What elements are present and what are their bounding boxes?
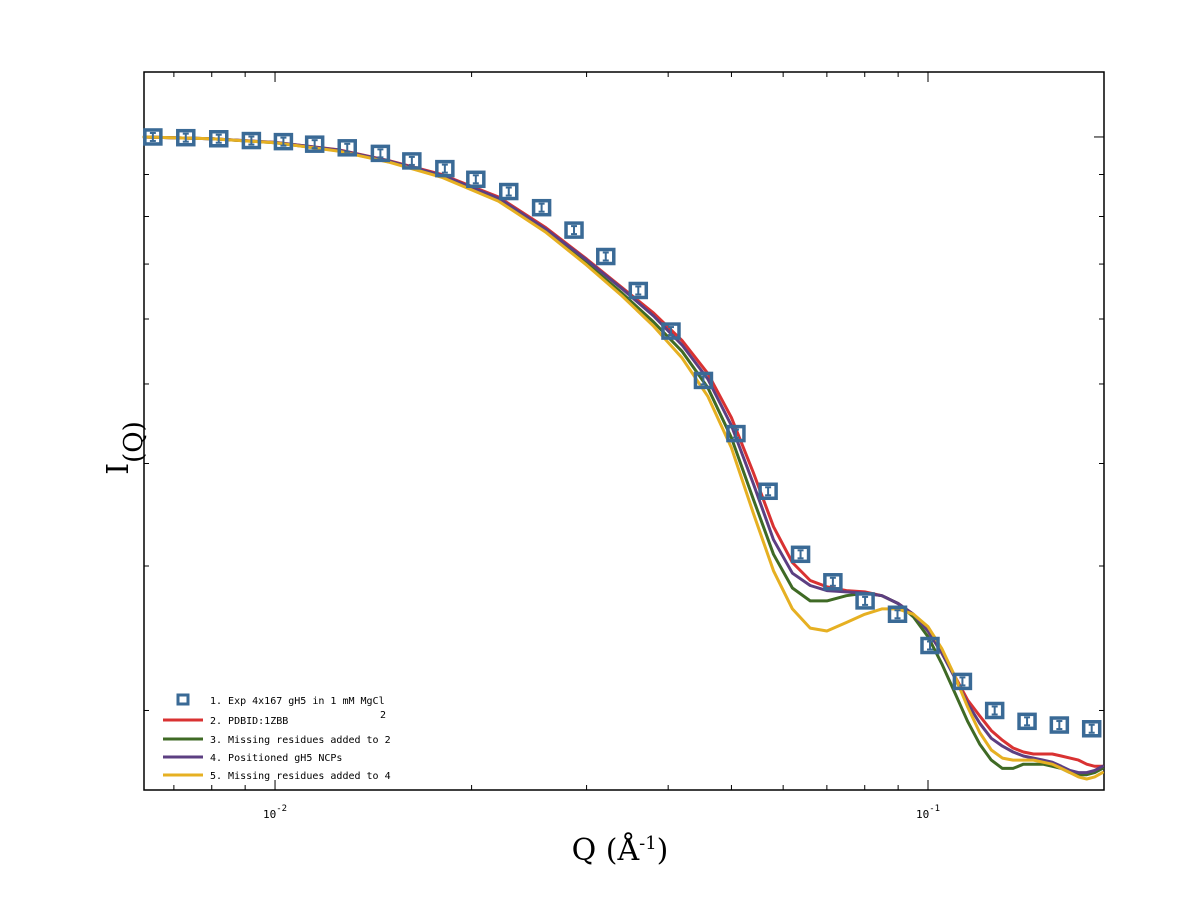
data-point (887, 605, 908, 624)
data-point (370, 144, 391, 163)
x-tick-label: 10-2 (263, 804, 287, 821)
legend-label: 5. Missing residues added to 4 (210, 771, 391, 782)
data-point (790, 545, 811, 564)
data-point (143, 128, 163, 146)
data-point (984, 701, 1005, 720)
data-point (823, 573, 843, 591)
data-point (564, 221, 584, 239)
data-point (596, 247, 616, 266)
x-tick-label: 10-1 (916, 804, 940, 821)
x-tick-labels: 10-2 10-1 (263, 804, 940, 821)
data-point (273, 132, 294, 151)
series-line (142, 135, 1104, 768)
data-point (241, 131, 262, 150)
data-point (466, 170, 486, 189)
data-point (952, 672, 973, 691)
legend-label: 4. Positioned gH5 NCPs (210, 753, 342, 764)
data-point (531, 198, 552, 217)
data-point (661, 322, 681, 340)
data-point (208, 130, 229, 148)
series-line (142, 135, 1104, 781)
data-point (758, 482, 778, 501)
data-point (435, 159, 455, 178)
plot-frame (143, 71, 1105, 791)
legend-marker (176, 693, 190, 706)
data-point (693, 371, 714, 390)
y-axis-label: I(Q) (101, 421, 149, 474)
series-lines (142, 135, 1104, 781)
legend: 1. Exp 4x167 gH5 in 1 mM MgCl 2 2. PDBID:1… (163, 693, 391, 782)
data-point (628, 281, 649, 300)
series-markers (143, 128, 1102, 738)
series-line (142, 135, 1104, 777)
data-point (855, 592, 875, 610)
data-point (1017, 712, 1037, 731)
series-line (142, 135, 1104, 775)
legend-subscript: 2 (380, 710, 386, 721)
legend-label: 1. Exp 4x167 gH5 in 1 mM MgCl (210, 696, 385, 707)
data-point (499, 182, 519, 201)
x-axis-label: Q (Å-1) (572, 832, 669, 868)
data-point (1049, 716, 1070, 734)
legend-label: 3. Missing residues added to 2 (210, 735, 391, 746)
data-point (304, 135, 325, 153)
data-point (337, 139, 357, 157)
data-point (726, 424, 746, 443)
data-point (176, 128, 196, 147)
data-point (402, 152, 422, 170)
axis-ticks (144, 72, 1104, 790)
data-point (920, 636, 940, 655)
data-point (1081, 720, 1102, 738)
legend-label: 2. PDBID:1ZBB (210, 716, 288, 727)
